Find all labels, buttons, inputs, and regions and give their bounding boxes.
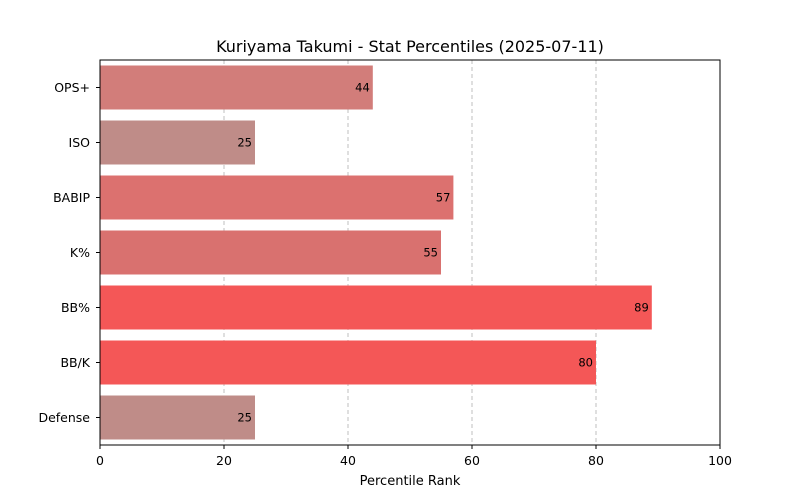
- y-tick-label-OPS+: OPS+: [54, 80, 90, 95]
- bar-BABIP: [100, 175, 454, 220]
- chart-title: Kuriyama Takumi - Stat Percentiles (2025…: [216, 37, 604, 56]
- bar-OPS+: [100, 65, 373, 110]
- x-axis-ticks: 0 20 40 60 80 100: [96, 445, 732, 468]
- x-tick-label-100: 100: [708, 453, 732, 468]
- x-tick-label-40: 40: [340, 453, 356, 468]
- data-label-OPS+: 44: [355, 81, 370, 95]
- x-tick-label-60: 60: [464, 453, 480, 468]
- y-tick-label-Defense: Defense: [38, 410, 90, 425]
- y-tick-label-BABIP: BABIP: [53, 190, 90, 205]
- bar-Defense: [100, 395, 255, 440]
- bar-BB/K: [100, 340, 596, 385]
- data-label-Defense: 25: [237, 411, 252, 425]
- x-tick-label-20: 20: [216, 453, 232, 468]
- bar-K%: [100, 230, 441, 275]
- y-axis-ticks: OPS+ ISO BABIP K% BB% BB/K Defense: [38, 80, 100, 425]
- y-tick-label-K%: K%: [70, 245, 90, 260]
- data-label-BB%: 89: [634, 301, 649, 315]
- data-label-BB/K: 80: [578, 356, 593, 370]
- bar-ISO: [100, 120, 255, 165]
- y-tick-label-ISO: ISO: [69, 135, 91, 150]
- data-label-K%: 55: [423, 246, 438, 260]
- data-label-ISO: 25: [237, 136, 252, 150]
- bars: 44 25 57 55 89 80 25: [100, 65, 652, 440]
- x-tick-label-0: 0: [96, 453, 104, 468]
- bar-BB%: [100, 285, 652, 330]
- x-tick-label-80: 80: [588, 453, 604, 468]
- y-tick-label-BB/K: BB/K: [60, 355, 90, 370]
- x-axis-label: Percentile Rank: [360, 474, 461, 489]
- data-label-BABIP: 57: [436, 191, 451, 205]
- y-tick-label-BB%: BB%: [61, 300, 90, 315]
